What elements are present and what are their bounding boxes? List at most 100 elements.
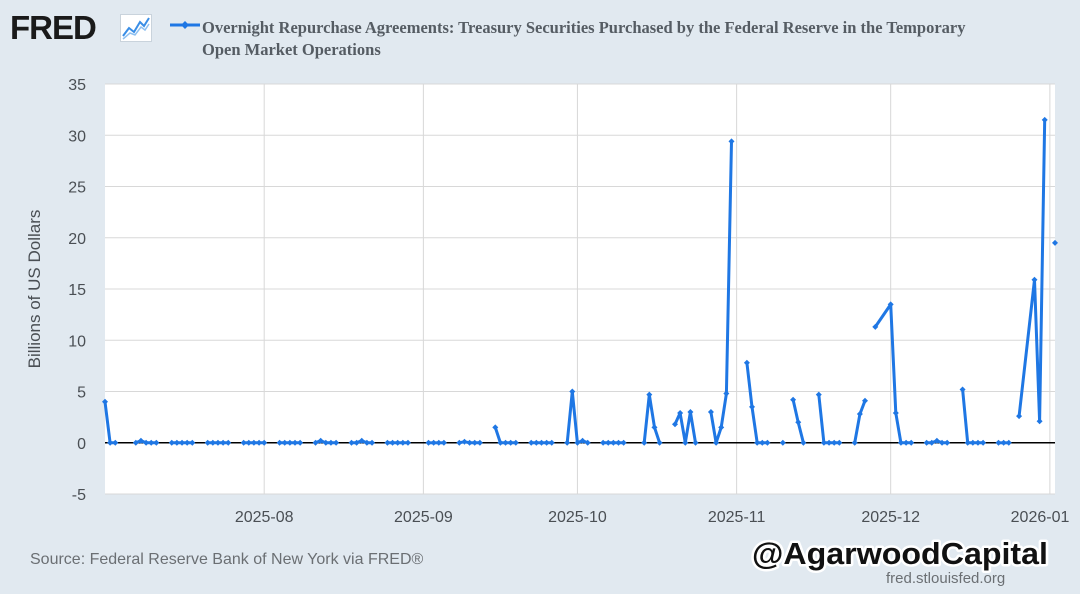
data-point[interactable]: [276, 439, 283, 446]
data-point[interactable]: [533, 439, 540, 446]
data-point[interactable]: [168, 439, 175, 446]
data-point[interactable]: [430, 439, 437, 446]
data-point[interactable]: [682, 439, 689, 446]
data-point[interactable]: [404, 439, 411, 446]
data-point[interactable]: [363, 439, 370, 446]
data-point[interactable]: [692, 439, 699, 446]
data-point[interactable]: [995, 439, 1002, 446]
data-point[interactable]: [923, 439, 930, 446]
data-point[interactable]: [112, 439, 119, 446]
data-point[interactable]: [980, 439, 987, 446]
data-point[interactable]: [384, 439, 391, 446]
data-point[interactable]: [107, 439, 114, 446]
data-point[interactable]: [214, 439, 221, 446]
data-point[interactable]: [322, 439, 329, 446]
data-point[interactable]: [856, 411, 863, 418]
data-point[interactable]: [245, 439, 252, 446]
data-point[interactable]: [903, 439, 910, 446]
data-point[interactable]: [779, 439, 786, 446]
data-point[interactable]: [507, 439, 514, 446]
data-point[interactable]: [281, 439, 288, 446]
data-point[interactable]: [1031, 276, 1038, 283]
data-point[interactable]: [605, 439, 612, 446]
data-point[interactable]: [1000, 439, 1007, 446]
data-point[interactable]: [651, 424, 658, 431]
data-point[interactable]: [723, 390, 730, 397]
data-point[interactable]: [933, 437, 940, 444]
data-point[interactable]: [497, 439, 504, 446]
data-point[interactable]: [502, 439, 509, 446]
fred-logo[interactable]: FRED: [10, 9, 97, 46]
data-point[interactable]: [836, 439, 843, 446]
data-point[interactable]: [250, 439, 257, 446]
data-point[interactable]: [435, 439, 442, 446]
data-point[interactable]: [584, 439, 591, 446]
data-point[interactable]: [641, 439, 648, 446]
data-point[interactable]: [102, 398, 108, 405]
data-point[interactable]: [456, 439, 463, 446]
data-point[interactable]: [579, 437, 586, 444]
data-point[interactable]: [615, 439, 622, 446]
data-point[interactable]: [687, 409, 694, 415]
data-point[interactable]: [538, 439, 545, 446]
data-point[interactable]: [713, 439, 720, 446]
data-point[interactable]: [569, 388, 576, 395]
data-point[interactable]: [132, 439, 139, 446]
data-point[interactable]: [1016, 413, 1023, 420]
data-point[interactable]: [348, 439, 355, 446]
data-point[interactable]: [728, 138, 735, 145]
data-point[interactable]: [1052, 239, 1058, 246]
data-point[interactable]: [204, 439, 211, 446]
data-point[interactable]: [389, 439, 396, 446]
data-point[interactable]: [815, 391, 822, 398]
data-point[interactable]: [969, 439, 976, 446]
data-point[interactable]: [327, 439, 334, 446]
data-point[interactable]: [148, 439, 155, 446]
data-point[interactable]: [795, 419, 802, 426]
data-point[interactable]: [240, 439, 247, 446]
data-point[interactable]: [707, 409, 714, 415]
data-point[interactable]: [179, 439, 186, 446]
data-point[interactable]: [764, 439, 771, 446]
data-point[interactable]: [743, 359, 750, 366]
data-point[interactable]: [610, 439, 617, 446]
data-point[interactable]: [928, 439, 935, 446]
data-point[interactable]: [173, 439, 180, 446]
data-point[interactable]: [543, 439, 550, 446]
data-point[interactable]: [754, 439, 761, 446]
data-point[interactable]: [749, 403, 756, 410]
data-point[interactable]: [718, 424, 725, 431]
data-point[interactable]: [548, 439, 555, 446]
data-point[interactable]: [820, 439, 827, 446]
data-point[interactable]: [1005, 439, 1012, 446]
data-point[interactable]: [1041, 116, 1048, 123]
data-point[interactable]: [225, 439, 232, 446]
data-point[interactable]: [528, 439, 535, 446]
data-point[interactable]: [461, 438, 468, 445]
data-point[interactable]: [759, 439, 766, 446]
data-point[interactable]: [189, 439, 196, 446]
data-point[interactable]: [939, 439, 946, 446]
data-point[interactable]: [440, 439, 447, 446]
data-point[interactable]: [677, 410, 684, 417]
data-point[interactable]: [143, 439, 150, 446]
data-point[interactable]: [286, 439, 293, 446]
data-point[interactable]: [153, 439, 160, 446]
data-point[interactable]: [137, 437, 144, 444]
data-point[interactable]: [826, 439, 833, 446]
data-point[interactable]: [353, 439, 360, 446]
data-point[interactable]: [897, 439, 904, 446]
data-point[interactable]: [256, 439, 263, 446]
data-point[interactable]: [297, 439, 304, 446]
data-point[interactable]: [656, 439, 663, 446]
data-point[interactable]: [800, 439, 807, 446]
data-point[interactable]: [209, 439, 216, 446]
data-point[interactable]: [261, 439, 268, 446]
data-point[interactable]: [1036, 418, 1043, 425]
data-point[interactable]: [851, 439, 858, 446]
data-point[interactable]: [184, 439, 191, 446]
data-point[interactable]: [312, 439, 319, 446]
data-point[interactable]: [333, 439, 340, 446]
data-point[interactable]: [358, 437, 365, 444]
data-point[interactable]: [425, 439, 432, 446]
